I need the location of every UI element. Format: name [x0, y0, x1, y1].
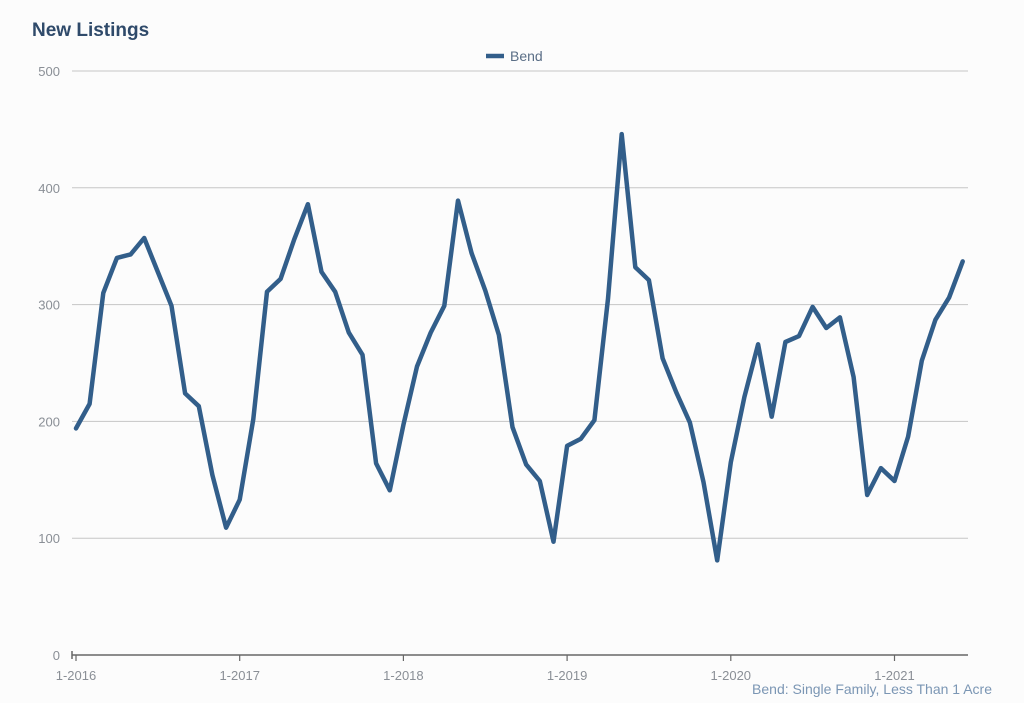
legend: Bend: [486, 48, 543, 64]
x-tick-label: 1-2016: [56, 668, 96, 683]
x-tick-label: 1-2021: [874, 668, 914, 683]
y-tick-label: 400: [38, 181, 60, 196]
y-tick-label: 200: [38, 414, 60, 429]
gridlines: [72, 70, 968, 539]
x-axis: 1-2016 1-2017 1-2018 1-2019 1-2020 1-2021: [56, 651, 968, 683]
chart-footnote: Bend: Single Family, Less Than 1 Acre: [752, 681, 992, 697]
series-group: [73, 131, 965, 563]
y-tick-label: 100: [38, 531, 60, 546]
y-tick-label: 0: [53, 648, 60, 663]
x-tick-label: 1-2020: [711, 668, 751, 683]
y-tick-label: 300: [38, 298, 60, 313]
series-line-bend: [73, 131, 965, 563]
x-tick-label: 1-2017: [219, 668, 259, 683]
legend-label: Bend: [510, 48, 543, 64]
x-tick-label: 1-2018: [383, 668, 423, 683]
x-tick-label: 1-2019: [547, 668, 587, 683]
y-axis-ticks: 0 100 200 300 400 500: [38, 64, 60, 663]
y-tick-label: 500: [38, 64, 60, 79]
chart-title: New Listings: [32, 20, 150, 41]
